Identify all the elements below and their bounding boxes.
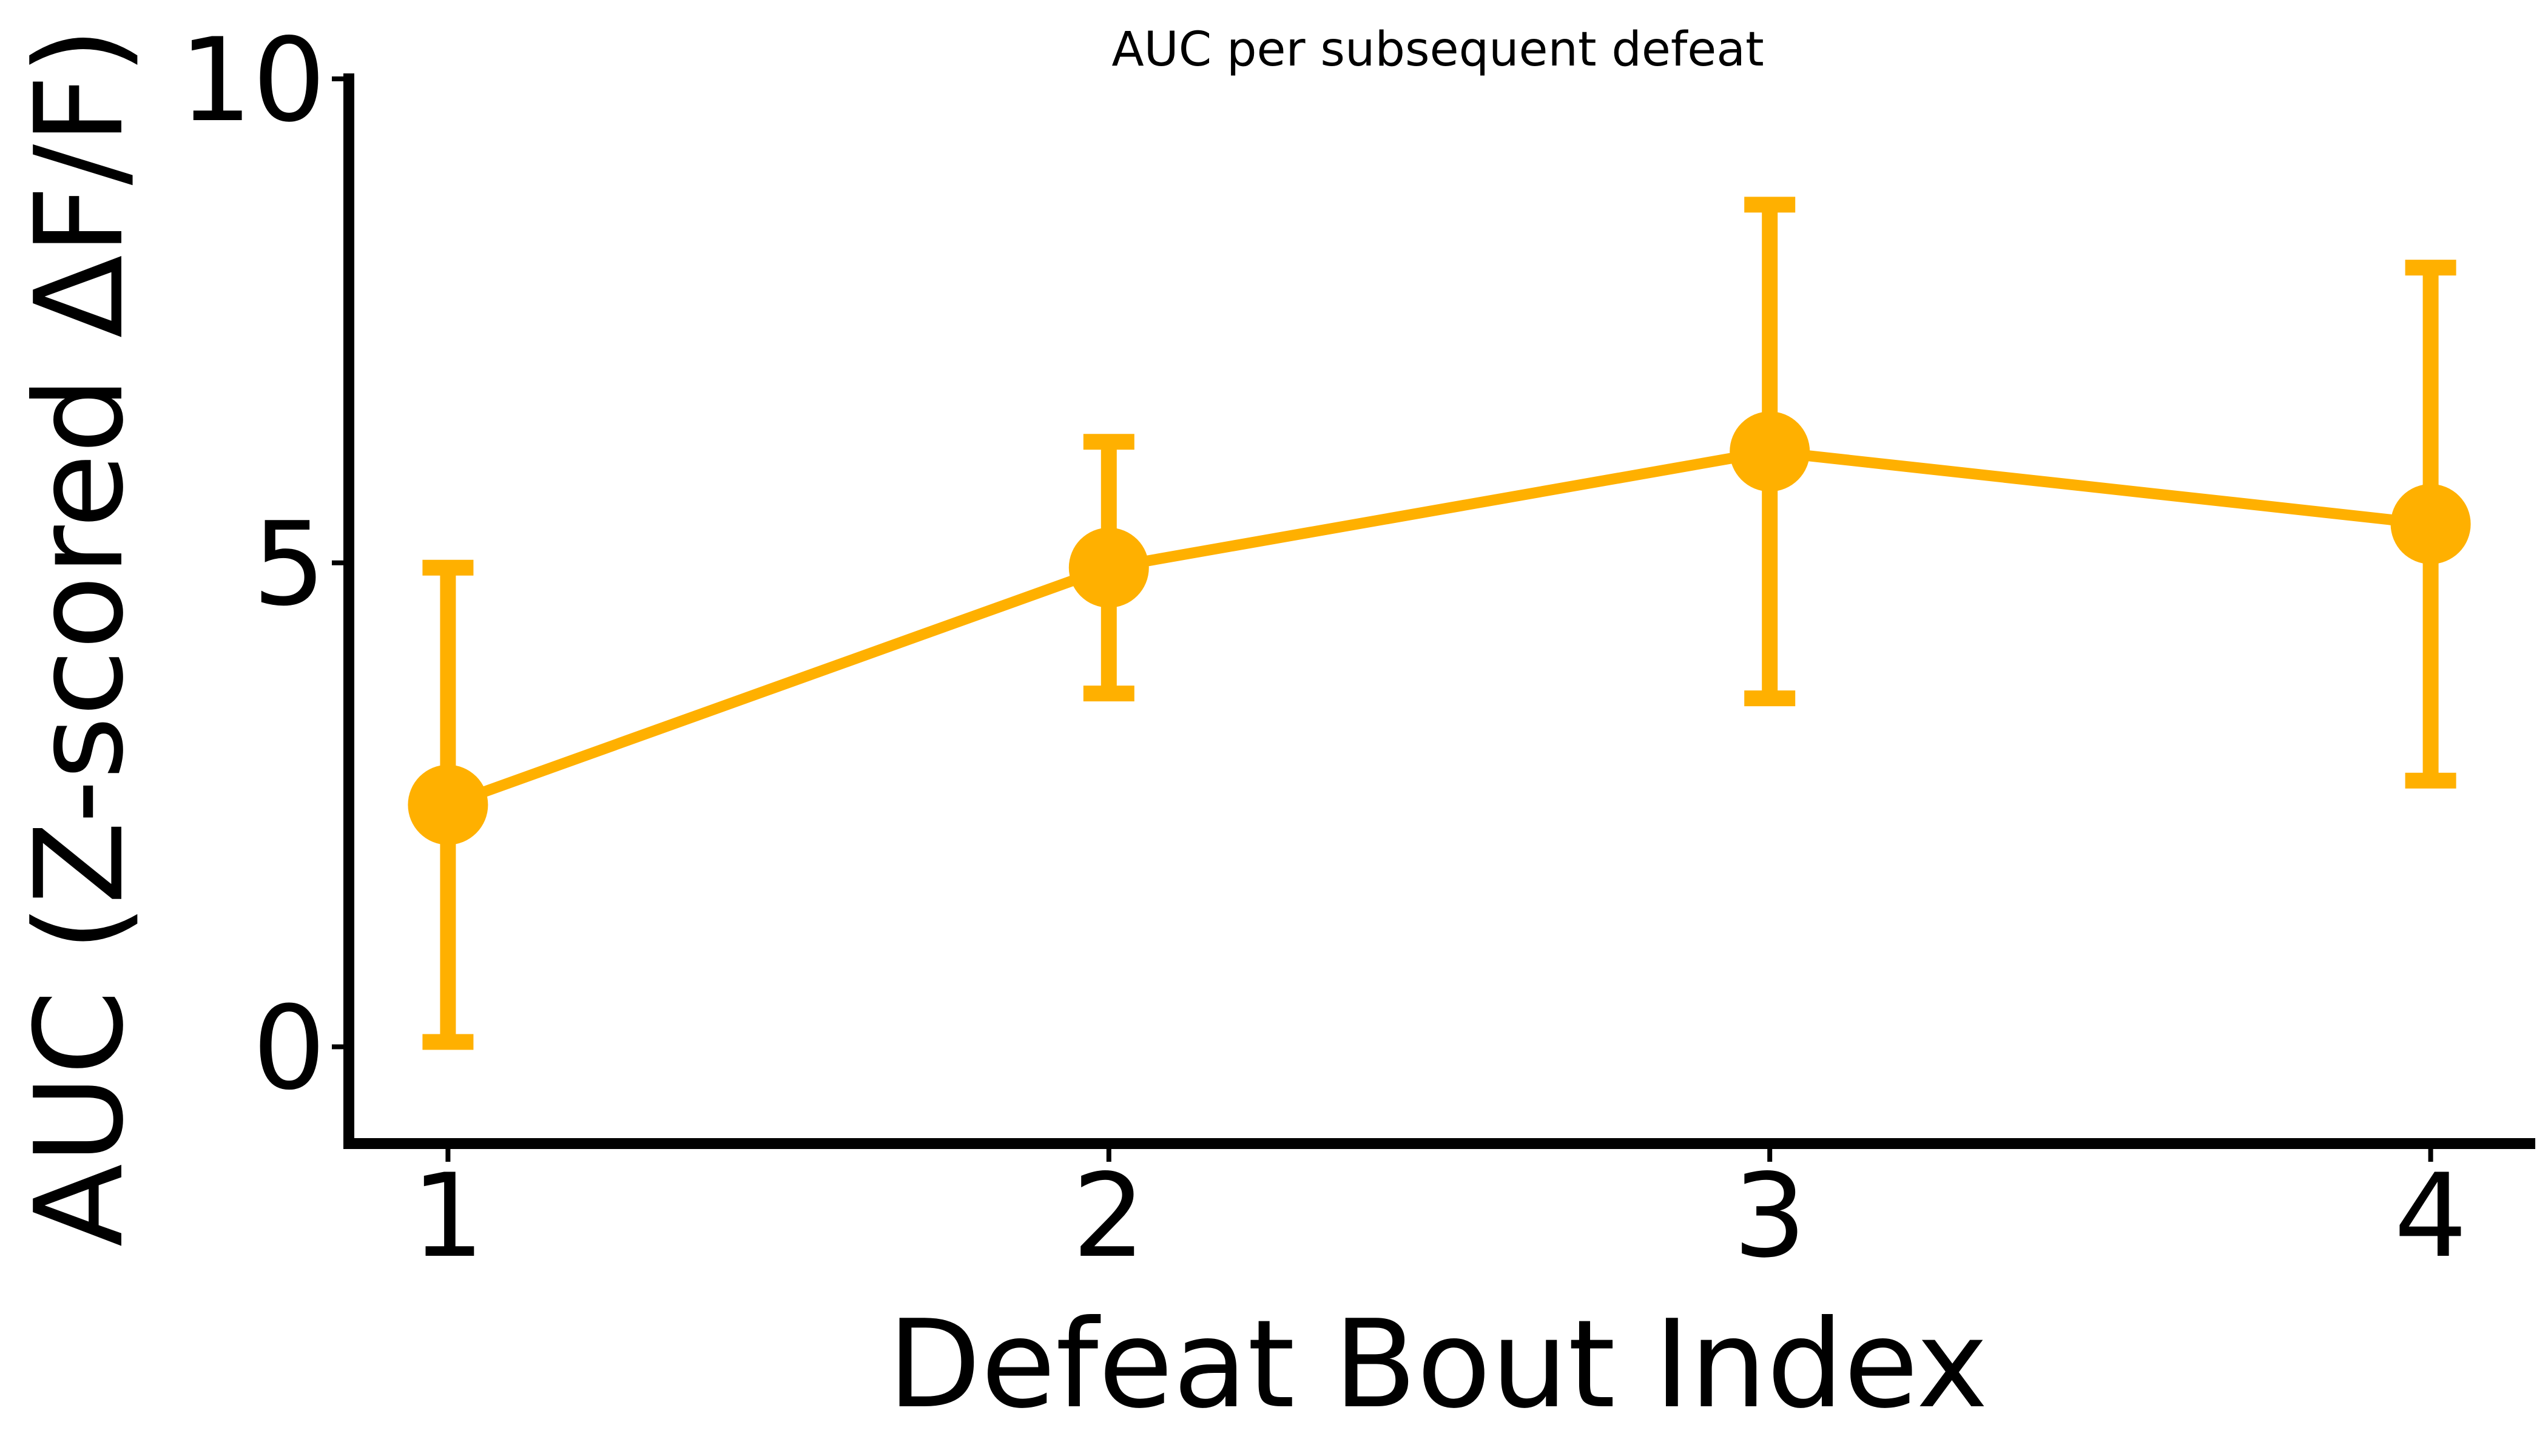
chart-title: AUC per subsequent defeat <box>1111 22 1764 77</box>
x-tick-label: 1 <box>411 1149 485 1283</box>
data-point <box>2390 484 2471 564</box>
y-tick-label: 5 <box>252 497 326 632</box>
data-point <box>1730 411 1810 492</box>
x-axis-label: Defeat Bout Index <box>888 1294 1988 1435</box>
y-tick-label: 10 <box>179 13 326 147</box>
series-line <box>446 446 2432 811</box>
data-point <box>408 764 488 845</box>
x-tick-label: 3 <box>1733 1149 1807 1283</box>
y-tick-label: 0 <box>252 981 326 1115</box>
x-tick-label: 2 <box>1072 1149 1145 1283</box>
plot-area: 0 5 10 1 2 3 4 <box>179 13 2535 1283</box>
y-axis-label: AUC (Z-scored ΔF/F) <box>9 27 150 1247</box>
data-point <box>1068 527 1149 608</box>
x-tick-label: 4 <box>2394 1149 2467 1283</box>
